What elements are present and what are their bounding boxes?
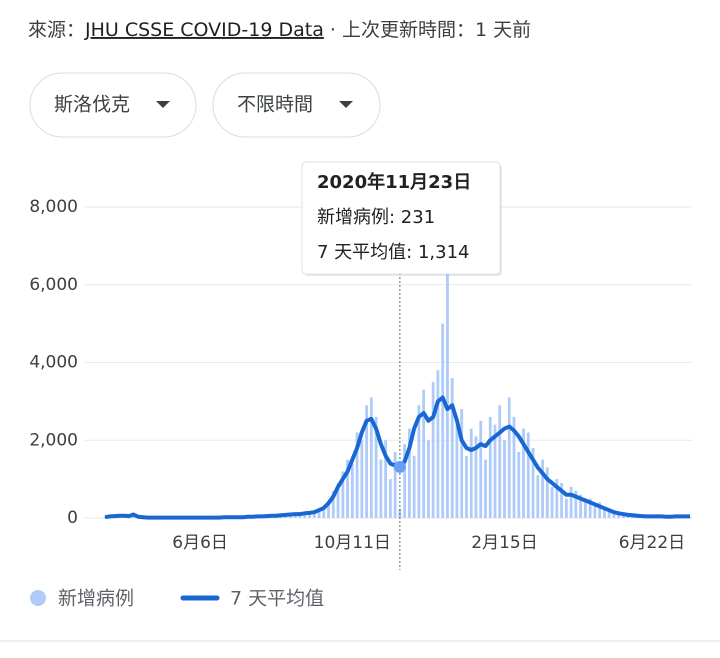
tooltip-line: 7 天平均值: 1,314 [317, 242, 470, 263]
dropdown-label: 不限時間 [237, 94, 313, 116]
bar [331, 490, 335, 518]
bar [612, 512, 616, 518]
line [104, 395, 690, 520]
bar [517, 451, 521, 518]
bar [536, 475, 540, 518]
bar [369, 397, 373, 518]
bar [388, 479, 392, 518]
bar [583, 502, 587, 518]
tooltip-line: 新增病例: 231 [317, 207, 435, 228]
bar [312, 511, 316, 518]
bar [341, 471, 345, 518]
bar [446, 273, 449, 518]
hover-dot [393, 460, 406, 473]
bar [503, 440, 506, 518]
legend-label: 新增病例 [58, 588, 134, 610]
y-tick-label: 0 [67, 508, 78, 528]
source-label: 來源： [28, 19, 85, 41]
bar [598, 502, 602, 518]
bar [531, 448, 535, 518]
bar [474, 436, 478, 518]
bar [602, 510, 606, 518]
bar [455, 424, 459, 518]
bar [555, 479, 559, 518]
dropdown-arrow [156, 101, 170, 108]
bar [412, 455, 416, 518]
bar [479, 420, 483, 518]
x-tick-label: 2月15日 [471, 533, 537, 553]
bar [403, 444, 407, 518]
source: 來源：JHU CSSE COVID-19 Data · 上次更新時間：1 天前 [28, 19, 531, 41]
bar [336, 483, 340, 518]
x-tick-label: 10月11日 [314, 533, 391, 553]
legend-label: 7 天平均值 [230, 588, 324, 610]
bar [588, 498, 592, 518]
bar [550, 486, 554, 518]
bar [431, 381, 435, 518]
bar [365, 405, 368, 518]
bar [417, 405, 421, 518]
bar [541, 459, 544, 518]
country-dropdown[interactable] [29, 72, 197, 138]
updated: · 上次更新時間：1 天前 [324, 19, 531, 41]
y-tick-label: 2,000 [29, 430, 78, 450]
bar [379, 459, 383, 518]
bar [469, 428, 473, 518]
y-tick-label: 8,000 [29, 197, 78, 217]
bar [346, 459, 349, 518]
bar [327, 500, 330, 518]
bar [441, 323, 445, 518]
bar [407, 428, 411, 518]
plot: 0 2,000 4,000 6,000 8,000 6月6日 10月11日 2月15日 6月22… [29, 161, 692, 610]
bar [298, 514, 302, 518]
y-tick-label: 4,000 [29, 353, 78, 373]
bar [460, 409, 464, 518]
bar [374, 416, 378, 518]
dropdown-label: 斯洛伐克 [54, 94, 130, 116]
dropdown-arrow [339, 101, 353, 108]
bar [560, 483, 563, 518]
bar [384, 440, 388, 518]
bar [622, 514, 625, 518]
source-link[interactable]: JHU CSSE COVID-19 Data [84, 19, 324, 41]
bar [593, 506, 597, 518]
bar [427, 440, 430, 518]
bar [488, 416, 492, 518]
bar [579, 494, 583, 518]
bar [393, 451, 397, 518]
bar [545, 467, 549, 518]
bar [507, 397, 511, 518]
bar [422, 389, 426, 518]
time-dropdown[interactable] [212, 72, 381, 138]
bar [522, 428, 525, 518]
bar [350, 463, 354, 518]
tooltip [301, 161, 501, 275]
bar [526, 432, 530, 518]
bar [607, 508, 611, 518]
bar [512, 416, 516, 518]
bar [308, 513, 311, 518]
bar [564, 498, 568, 518]
bar [450, 378, 454, 518]
bar [317, 508, 321, 518]
x-tick-label: 6月22日 [619, 533, 685, 553]
bar [355, 432, 359, 518]
bar [569, 486, 573, 518]
bar [465, 455, 468, 518]
bar [436, 370, 440, 518]
legend-swatch [30, 590, 46, 606]
bar [484, 459, 487, 518]
bar [360, 440, 364, 518]
tooltip-title: 2020年11月23日 [317, 171, 471, 193]
bar [493, 424, 497, 518]
x-tick-label: 6月6日 [172, 533, 228, 553]
bar [574, 490, 578, 518]
bar [498, 405, 502, 518]
bar [322, 509, 326, 518]
y-tick-label: 6,000 [29, 275, 78, 295]
bar [103, 516, 107, 518]
